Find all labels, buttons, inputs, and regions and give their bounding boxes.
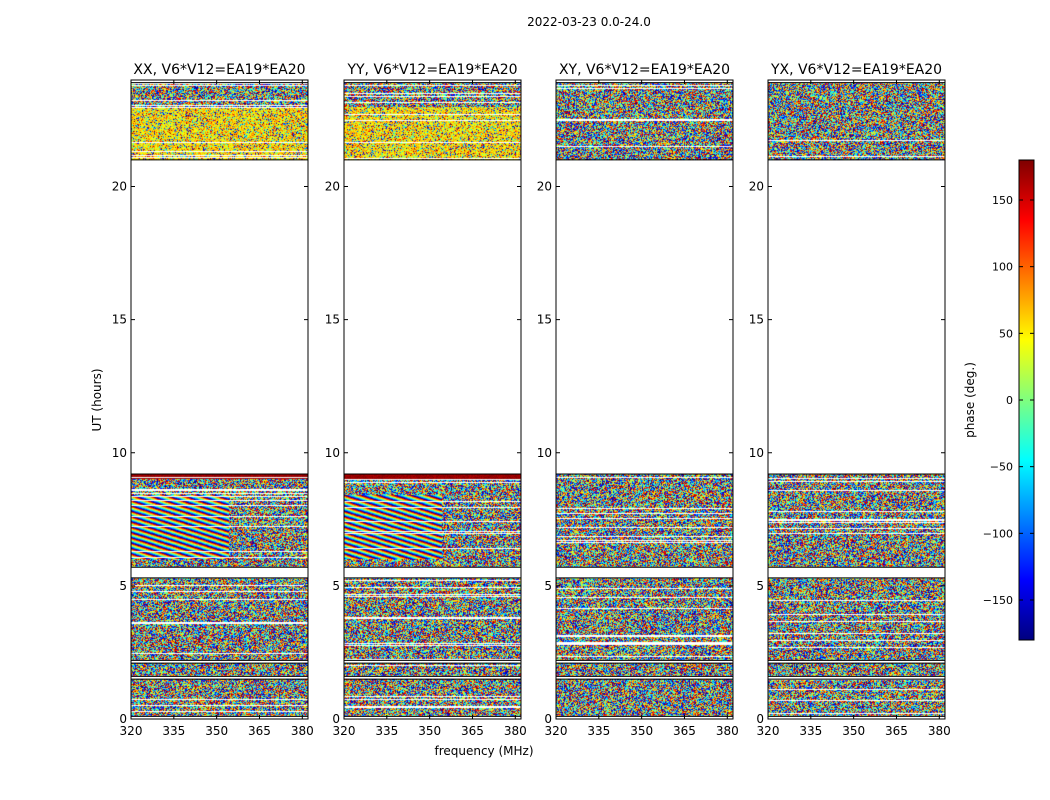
panel-title: XX, V6*V12=EA19*EA20 <box>133 62 305 78</box>
heatmap-raster <box>344 80 521 719</box>
x-tick-label: 350 <box>842 724 865 738</box>
figure-title: 2022-03-23 0.0-24.0 <box>527 15 651 29</box>
x-tick-label: 335 <box>375 724 398 738</box>
x-tick-label: 380 <box>716 724 739 738</box>
y-tick-label: 10 <box>325 446 340 460</box>
x-axis-label: frequency (MHz) <box>434 744 533 758</box>
y-tick-label: 5 <box>119 579 127 593</box>
x-tick-label: 365 <box>461 724 484 738</box>
y-tick-label: 20 <box>537 180 552 194</box>
y-tick-label: 0 <box>544 712 552 726</box>
colorbar-tick-label: 50 <box>999 327 1013 340</box>
panel-title: YX, V6*V12=EA19*EA20 <box>770 62 942 78</box>
colorbar-tick-label: 100 <box>992 261 1013 274</box>
x-tick-label: 365 <box>673 724 696 738</box>
y-tick-label: 5 <box>756 579 764 593</box>
colorbar-label: phase (deg.) <box>963 362 977 438</box>
colorbar-tick-label: −50 <box>990 461 1013 474</box>
colorbar-tick-label: 0 <box>1006 394 1013 407</box>
axes-frame <box>555 79 734 720</box>
x-tick-label: 365 <box>885 724 908 738</box>
panel-yx: 320 335 350 365 380 0 5 10 15 20 YX, V6*V12=EA19*E… <box>749 62 951 738</box>
y-tick-label: 15 <box>325 313 340 327</box>
panel-title: YY, V6*V12=EA19*EA20 <box>346 62 517 78</box>
x-tick-label: 320 <box>757 724 780 738</box>
colorbar: 150 100 50 0 −50 −100 −150 phase (deg.) <box>963 159 1035 641</box>
y-tick-label: 10 <box>537 446 552 460</box>
axes-frame <box>130 79 309 720</box>
y-tick-label: 20 <box>749 180 764 194</box>
x-tick-label: 335 <box>162 724 185 738</box>
x-tick-label: 320 <box>333 724 356 738</box>
y-tick-label: 20 <box>325 180 340 194</box>
y-tick-label: 5 <box>332 579 340 593</box>
panel-xy: 320 335 350 365 380 0 5 10 15 20 XY, V6*V12=EA19*E… <box>537 62 739 738</box>
y-tick-label: 15 <box>537 313 552 327</box>
colorbar-tick-label: −100 <box>983 527 1013 540</box>
y-tick-label: 15 <box>112 313 127 327</box>
x-tick-label: 380 <box>504 724 527 738</box>
axes-frame <box>767 79 946 720</box>
heatmap-raster <box>768 80 945 719</box>
colorbar-tick-label: −150 <box>983 594 1013 607</box>
y-tick-label: 10 <box>749 446 764 460</box>
x-tick-label: 335 <box>799 724 822 738</box>
x-tick-label: 320 <box>120 724 143 738</box>
axes-frame <box>343 79 522 720</box>
x-tick-label: 380 <box>928 724 951 738</box>
x-tick-label: 350 <box>205 724 228 738</box>
x-tick-label: 350 <box>418 724 441 738</box>
heatmap-panels: 320 335 350 365 380 0 5 10 15 20 XX, V6*V12=EA19*E… <box>90 62 951 758</box>
y-axis-label: UT (hours) <box>90 368 104 431</box>
heatmap-raster <box>131 80 308 719</box>
panel-xx: 320 335 350 365 380 0 5 10 15 20 XX, V6*V12=EA19*E… <box>90 62 314 738</box>
y-tick-label: 0 <box>119 712 127 726</box>
y-tick-label: 5 <box>544 579 552 593</box>
x-tick-label: 365 <box>248 724 271 738</box>
x-tick-label: 350 <box>630 724 653 738</box>
panel-yy: 320 335 350 365 380 0 5 10 15 20 YY, V6*V12=EA19*E… <box>325 62 534 758</box>
y-tick-label: 15 <box>749 313 764 327</box>
x-tick-label: 335 <box>587 724 610 738</box>
panel-title: XY, V6*V12=EA19*EA20 <box>559 62 730 78</box>
heatmap-raster <box>556 80 733 719</box>
y-tick-label: 20 <box>112 180 127 194</box>
y-tick-label: 0 <box>756 712 764 726</box>
colorbar-ticks: 150 100 50 0 −50 −100 −150 <box>983 194 1034 607</box>
colorbar-tick-label: 150 <box>992 194 1013 207</box>
x-tick-label: 320 <box>545 724 568 738</box>
y-tick-label: 10 <box>112 446 127 460</box>
x-tick-label: 380 <box>291 724 314 738</box>
y-tick-label: 0 <box>332 712 340 726</box>
